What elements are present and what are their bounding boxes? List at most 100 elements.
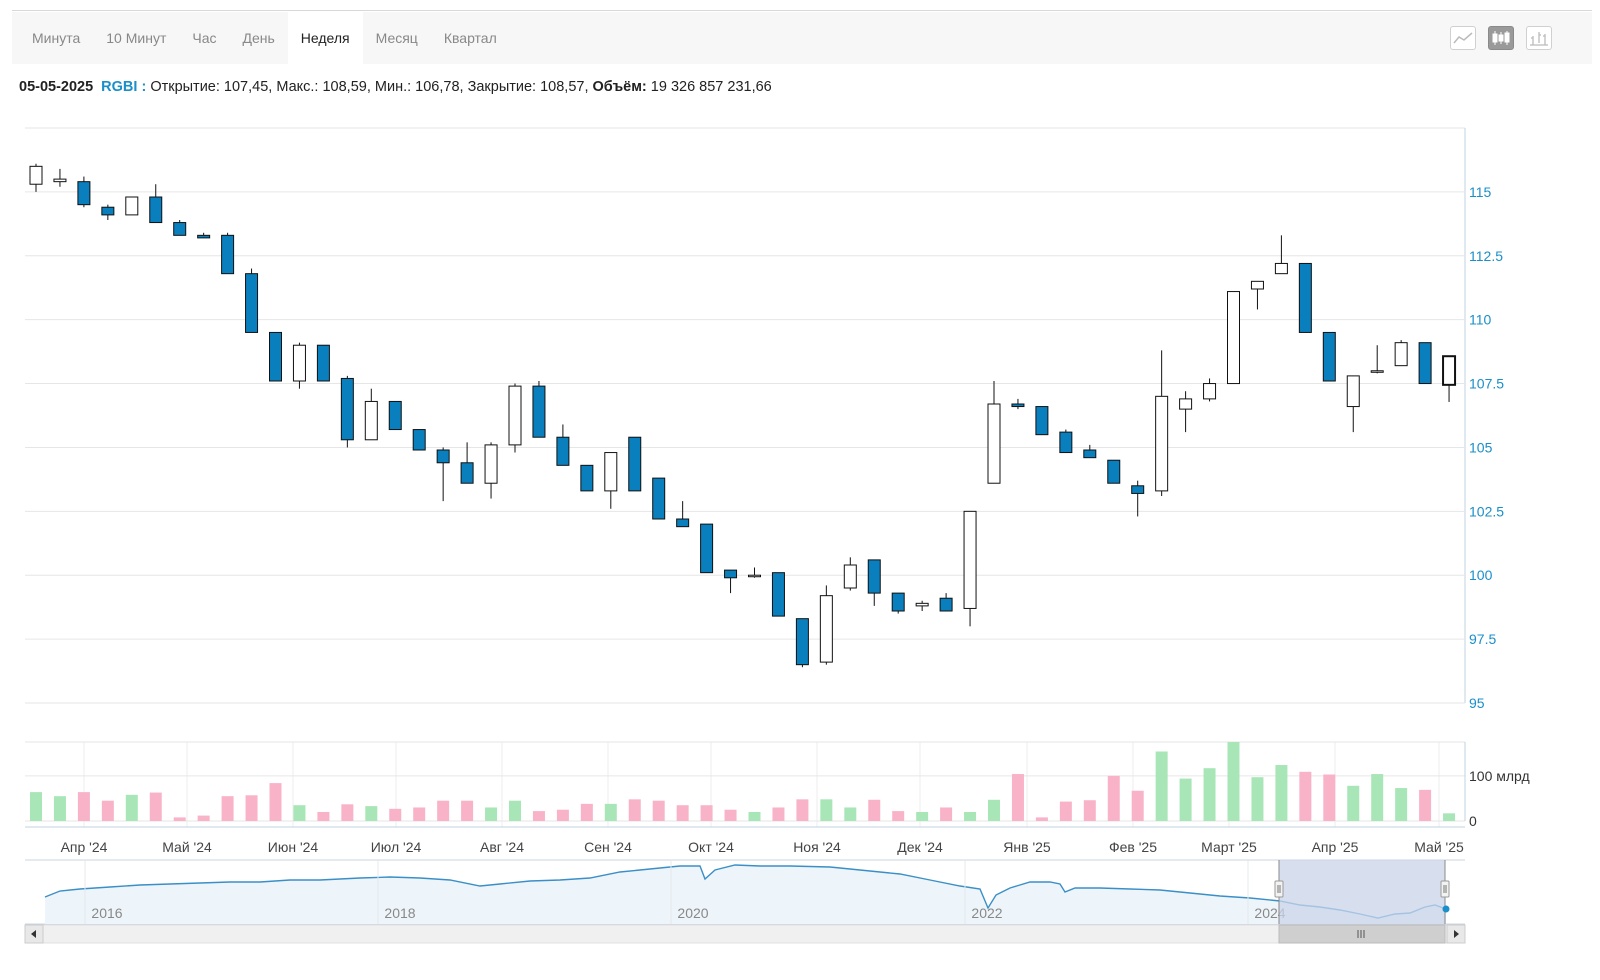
candle: [987, 381, 1001, 484]
candle-body: [245, 273, 259, 333]
volume-bar: [509, 800, 521, 821]
info-high: Макс.: 108,59,: [276, 79, 371, 95]
volume-bar: [1347, 785, 1360, 821]
volume-bar: [1059, 801, 1072, 821]
candle-body: [508, 385, 522, 446]
candle: [939, 593, 953, 612]
candle-body: [460, 462, 474, 484]
candle-body: [364, 400, 378, 441]
volume-bar: [532, 811, 545, 821]
candle: [364, 388, 378, 441]
candle-body: [1059, 431, 1073, 454]
tab-2[interactable]: Час: [192, 30, 217, 46]
candle-body: [556, 436, 570, 466]
y-tick-label: 95: [1469, 695, 1485, 711]
x-tick-label: Дек '24: [897, 839, 943, 855]
tab-1[interactable]: 10 Минут: [106, 30, 167, 46]
volume-bar: [964, 811, 977, 821]
candle-body: [197, 234, 211, 239]
candlestick-button[interactable]: [1488, 26, 1514, 50]
x-tick-label: Янв '25: [1003, 839, 1051, 855]
scroll-left-arrow-icon: [31, 930, 36, 938]
candle: [508, 383, 522, 453]
candle: [1394, 340, 1408, 367]
candle-body: [532, 385, 546, 438]
line-chart-button[interactable]: [1450, 26, 1476, 50]
volume-bar: [1011, 774, 1024, 821]
info-date: 05-05-2025: [19, 79, 94, 95]
volume-bar: [389, 808, 402, 821]
x-tick-label: Апр '25: [1312, 839, 1359, 855]
y-tick-label: 112.5: [1469, 248, 1503, 264]
candle: [1442, 355, 1457, 402]
candle-body: [292, 344, 306, 382]
candle: [1035, 406, 1049, 436]
horizontal-scrollbar[interactable]: [24, 924, 1466, 944]
candle: [412, 429, 426, 451]
x-tick-label: Май '25: [1414, 839, 1464, 855]
tab-4[interactable]: Неделя: [287, 12, 363, 64]
candle-body: [173, 222, 187, 236]
candle: [316, 344, 330, 382]
candle-body: [795, 618, 809, 666]
candle-body: [340, 377, 354, 441]
candle-body: [1346, 375, 1360, 408]
x-tick-label: Сен '24: [584, 839, 632, 855]
volume-bar: [652, 800, 665, 821]
candle: [77, 176, 91, 208]
volume-bar: [940, 807, 953, 821]
volume-bar: [1251, 777, 1264, 821]
handle-body: [1440, 880, 1450, 898]
volume-bar: [1419, 789, 1432, 821]
volume-bar: [221, 796, 234, 821]
chart-type-buttons: [1450, 26, 1552, 50]
volume-bar: [628, 799, 641, 821]
scroll-right-arrow-icon: [1454, 930, 1459, 938]
x-tick-label: Апр '24: [61, 839, 108, 855]
navigator-left-handle[interactable]: [1274, 880, 1284, 898]
tab-6[interactable]: Квартал: [443, 30, 497, 46]
x-tick-label: Май '24: [162, 839, 212, 855]
candle-body: [676, 518, 690, 528]
volume-bar: [916, 811, 929, 821]
volume-bar: [413, 807, 426, 821]
candle-body: [724, 569, 738, 579]
x-tick-label: Ноя '24: [793, 839, 841, 855]
volume-bar: [101, 800, 114, 821]
candle: [221, 232, 235, 275]
y-tick-label: 102.5: [1469, 503, 1504, 519]
tab-0[interactable]: Минута: [32, 30, 81, 46]
ohlc-button[interactable]: [1526, 26, 1552, 50]
volume-bar: [604, 803, 617, 821]
tab-3[interactable]: День: [242, 30, 275, 46]
y-tick-label: 97.5: [1469, 631, 1496, 647]
candle-body: [939, 597, 953, 612]
volume-bar: [580, 803, 593, 821]
candle: [963, 510, 977, 627]
candle: [1250, 280, 1264, 310]
candle: [628, 436, 642, 492]
x-tick-label: Авг '24: [480, 839, 524, 855]
volume-bar: [1083, 800, 1096, 821]
y-tick-label: 100: [1469, 567, 1493, 583]
candle: [1083, 444, 1097, 459]
navigator-year-label: 2024: [1254, 905, 1285, 921]
candle-body: [628, 436, 642, 492]
info-ticker: RGBI :: [101, 79, 147, 95]
navigator-selection: [1279, 860, 1445, 924]
candle-body: [580, 464, 594, 492]
volume-bar: [1155, 751, 1168, 821]
candle: [915, 600, 929, 611]
volume-bar: [1371, 774, 1384, 821]
navigator-right-handle[interactable]: [1440, 880, 1450, 898]
volume-bar: [1395, 788, 1408, 821]
candle: [771, 572, 785, 617]
candle-body: [53, 178, 67, 183]
candle: [891, 592, 905, 614]
volume-bar: [1035, 817, 1048, 821]
candle-body: [915, 602, 929, 607]
candle: [197, 232, 211, 239]
candle-body: [1011, 403, 1025, 408]
tab-5[interactable]: Месяц: [375, 30, 418, 46]
candle-body: [1442, 355, 1457, 386]
